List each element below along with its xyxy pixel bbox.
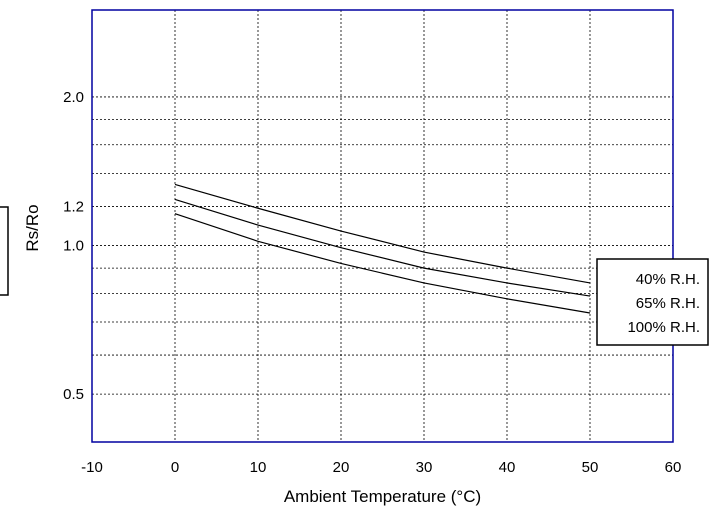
series-group	[174, 183, 591, 314]
y-tick-label: 1.2	[63, 198, 84, 215]
legend-entry: 40% R.H.	[636, 271, 700, 288]
y-tick-label: 0.5	[63, 386, 84, 403]
x-tick-label: 20	[333, 459, 350, 476]
legend-box	[596, 258, 709, 346]
y-tick-label: 1.0	[63, 238, 84, 255]
x-tick-label: 50	[582, 459, 599, 476]
y-tick-label: 2.0	[63, 89, 84, 106]
legend-entry: 65% R.H.	[636, 295, 700, 312]
x-tick-label: 30	[416, 459, 433, 476]
x-tick-label: -10	[81, 459, 103, 476]
x-tick-label: 0	[171, 459, 179, 476]
y-tick-labels: 0.5 1.0 1.2 2.0	[63, 89, 84, 403]
legend-entry: 100% R.H.	[627, 319, 700, 336]
grid	[92, 10, 673, 442]
series-line	[174, 198, 591, 297]
left-edge-box	[0, 206, 9, 296]
legend: 40% R.H. 65% R.H. 100% R.H.	[596, 258, 709, 346]
series-line	[174, 213, 591, 314]
plot-frame	[91, 9, 674, 443]
x-tick-labels: -10 0 10 20 30 40 50 60	[81, 459, 681, 476]
series-line	[174, 183, 591, 284]
x-tick-label: 10	[250, 459, 267, 476]
x-axis-label: Ambient Temperature (°C)	[284, 487, 481, 506]
x-tick-label: 40	[499, 459, 516, 476]
y-axis-label: Rs/Ro	[23, 204, 42, 251]
x-tick-label: 60	[665, 459, 682, 476]
